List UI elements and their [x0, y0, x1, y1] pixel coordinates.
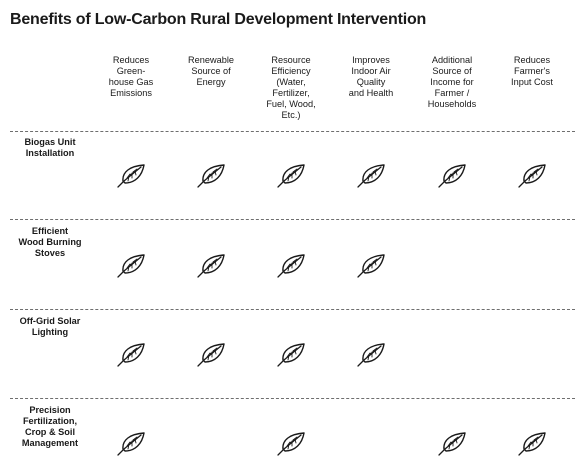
leaf-icon [276, 430, 306, 456]
row-label: Biogas Unit Installation [24, 137, 76, 158]
leaf-icon [196, 252, 226, 278]
row-divider [10, 309, 575, 310]
leaf-icon [116, 252, 146, 278]
leaf-icon [196, 162, 226, 188]
leaf-icon [437, 430, 467, 456]
column-header: Improves Indoor Air Quality and Health [348, 55, 394, 98]
column-header: Additional Source of Income for Farmer /… [427, 55, 477, 109]
row-label: Off-Grid Solar Lighting [19, 316, 81, 337]
column-header: Reduces Green- house Gas Emissions [108, 55, 154, 98]
leaf-icon [517, 430, 547, 456]
row-divider [10, 131, 575, 132]
leaf-icon [116, 162, 146, 188]
leaf-icon [276, 162, 306, 188]
column-header: Reduces Farmer's Input Cost [511, 55, 553, 87]
leaf-icon [196, 341, 226, 367]
row-divider [10, 219, 575, 220]
leaf-icon [116, 430, 146, 456]
row-label: Efficient Wood Burning Stoves [18, 226, 82, 258]
leaf-icon [356, 341, 386, 367]
leaf-icon [276, 252, 306, 278]
leaf-icon [356, 252, 386, 278]
leaf-icon [116, 341, 146, 367]
row-label: Precision Fertilization, Crop & Soil Man… [21, 405, 79, 448]
leaf-icon [356, 162, 386, 188]
page-title: Benefits of Low-Carbon Rural Development… [10, 11, 427, 28]
column-header: Resource Efficiency (Water, Fertilizer, … [266, 55, 316, 120]
leaf-icon [276, 341, 306, 367]
row-divider [10, 398, 575, 399]
leaf-icon [437, 162, 467, 188]
column-header: Renewable Source of Energy [188, 55, 234, 87]
leaf-icon [517, 162, 547, 188]
